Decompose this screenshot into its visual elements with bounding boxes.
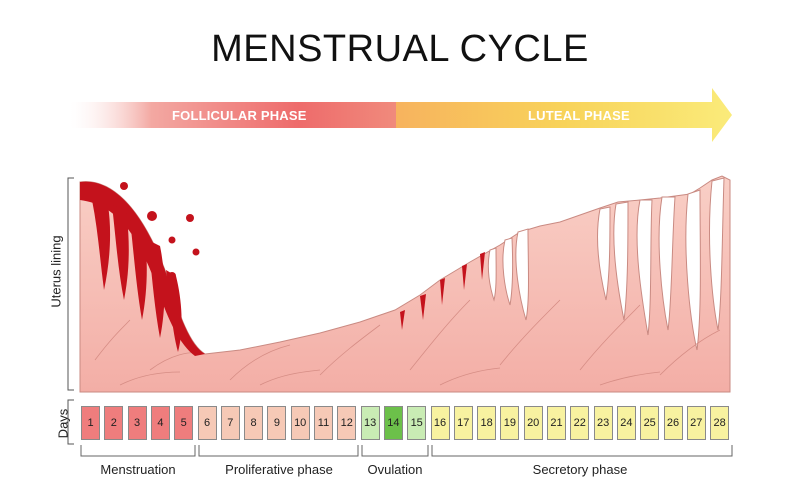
secretory-label: Secretory phase [532,462,628,477]
day-box: 28 [710,406,730,440]
day-box: 27 [686,406,706,440]
day-box: 10 [290,406,310,440]
day-box: 17 [453,406,473,440]
proliferative-label: Proliferative phase [225,462,333,477]
menstruation-label: Menstruation [100,462,176,477]
day-box: 12 [337,406,357,440]
luteal-phase-label: LUTEAL PHASE [528,108,630,123]
ovulation-bracket [361,445,429,457]
day-box: 14 [383,406,403,440]
day-box: 26 [663,406,683,440]
day-box: 6 [197,406,217,440]
day-box: 13 [360,406,380,440]
blood-vessels [94,299,721,386]
day-box: 20 [523,406,543,440]
day-box: 16 [430,406,450,440]
endometrial-glands [487,177,725,351]
day-box: 5 [174,406,194,440]
day-box: 25 [640,406,660,440]
follicular-arrow-band [70,102,396,128]
day-box: 18 [477,406,497,440]
follicular-phase-label: FOLLICULAR PHASE [172,108,307,123]
lining-blood-streaks [400,252,485,330]
day-box: 2 [104,406,124,440]
menstruation-bracket [80,445,196,457]
day-box: 23 [593,406,613,440]
day-box: 8 [244,406,264,440]
day-box: 9 [267,406,287,440]
day-box: 24 [616,406,636,440]
day-box: 11 [314,406,333,440]
luteal-arrow-band [396,88,732,142]
day-box: 21 [547,406,566,440]
day-box: 4 [150,406,170,440]
day-box: 1 [81,406,100,440]
secretory-bracket [431,445,733,457]
day-box: 22 [570,406,590,440]
day-box: 15 [407,406,427,440]
shedding-blood [80,181,205,356]
diagram-title: MENSTRUAL CYCLE [211,28,589,70]
lining-axis-bracket [67,177,74,391]
day-box: 19 [500,406,520,440]
day-box: 3 [127,406,147,440]
ovulation-label: Ovulation [367,462,423,477]
day-box: 7 [220,406,240,440]
proliferative-bracket [198,445,359,457]
